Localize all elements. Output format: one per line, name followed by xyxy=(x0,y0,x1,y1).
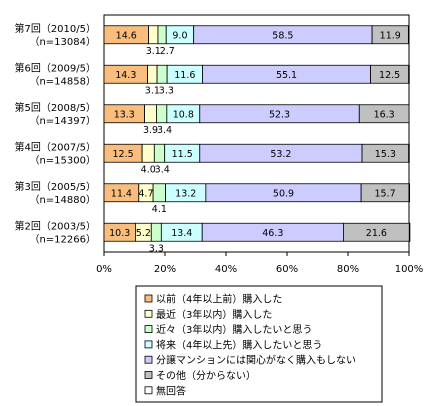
category-label: 第7回（2010/5） xyxy=(14,22,96,35)
data-label: 55.1 xyxy=(276,70,297,81)
bar-segment xyxy=(147,64,158,84)
data-label: 2.7 xyxy=(160,46,175,57)
bar-segment xyxy=(407,25,410,45)
category-sample-size: （n=12266） xyxy=(29,233,96,245)
legend-frame xyxy=(135,285,383,403)
data-label: 4.0 xyxy=(141,164,156,175)
legend-swatch xyxy=(144,294,153,303)
category-label: 第5回（2008/5） xyxy=(14,101,96,114)
data-label: 15.7 xyxy=(374,188,395,199)
data-label: 21.6 xyxy=(366,228,387,239)
data-label: 52.3 xyxy=(269,109,290,120)
x-tick-label: 40% xyxy=(215,264,237,275)
bar-segment xyxy=(148,25,159,45)
data-label: 13.4 xyxy=(171,228,192,239)
data-label: 3.4 xyxy=(157,125,172,136)
category-sample-size: （n=15300） xyxy=(29,154,96,166)
plot-frame xyxy=(103,14,410,253)
data-label: 14.3 xyxy=(115,70,136,81)
bar-segment xyxy=(156,104,168,124)
data-label: 3.4 xyxy=(155,164,170,175)
bar-segment xyxy=(408,183,411,203)
data-label: 3.1 xyxy=(145,85,160,96)
x-tick-label: 0% xyxy=(96,264,112,275)
data-label: 14.6 xyxy=(116,30,137,41)
legend-label: 以前（4年以上前）購入した xyxy=(156,293,282,306)
legend-label: 分譲マンションには関心がなく購入もしない xyxy=(156,354,356,367)
bar-segment xyxy=(141,143,155,163)
legend-label: 将来（4年以上先）購入したいと思う xyxy=(156,338,322,351)
data-label: 11.5 xyxy=(172,149,193,160)
legend-swatch xyxy=(144,371,153,379)
x-tick-label: 60% xyxy=(276,264,298,275)
data-label: 10.3 xyxy=(109,228,130,239)
data-label: 58.5 xyxy=(272,30,293,41)
data-label: 4.7 xyxy=(138,188,153,199)
data-label: 53.2 xyxy=(270,149,291,160)
x-tick-label: 20% xyxy=(154,264,176,275)
data-label: 10.8 xyxy=(173,109,194,120)
bar-segment xyxy=(408,143,410,163)
data-label: 15.3 xyxy=(375,149,396,160)
legend-swatch xyxy=(144,386,153,395)
bar-segment xyxy=(408,222,411,242)
bar-segment xyxy=(408,64,410,84)
data-label: 5.2 xyxy=(136,228,151,239)
legend-label: その他（分からない） xyxy=(156,369,256,382)
legend-label: 近々（3年以内）購入したいと思う xyxy=(156,323,312,336)
data-label: 3.3 xyxy=(159,85,174,96)
legend-label: 無回答 xyxy=(156,384,186,397)
legend-label: 最近（3年以内）購入した xyxy=(156,308,272,321)
legend: 以前（4年以上前）購入した最近（3年以内）購入した近々（3年以内）購入したいと思… xyxy=(135,285,383,403)
data-label: 11.4 xyxy=(111,188,132,199)
data-label: 46.3 xyxy=(262,228,283,239)
category-sample-size: （n=14397） xyxy=(29,115,96,127)
data-label: 13.3 xyxy=(114,109,135,120)
bar-segment xyxy=(144,104,157,124)
data-label: 12.5 xyxy=(379,70,400,81)
data-label: 4.1 xyxy=(152,204,167,215)
data-label: 16.3 xyxy=(374,109,395,120)
category-label: 第4回（2007/5） xyxy=(14,140,96,153)
data-label: 3.3 xyxy=(149,243,164,254)
bar-segment xyxy=(150,222,162,242)
legend-swatch xyxy=(144,340,153,349)
data-label: 3.1 xyxy=(146,46,161,57)
category-sample-size: （n=14880） xyxy=(29,194,96,206)
legend-swatch xyxy=(144,325,153,334)
category-label: 第6回（2009/5） xyxy=(14,61,96,74)
legend-swatch xyxy=(144,355,153,364)
x-tick-label: 100% xyxy=(395,264,424,275)
plot-area xyxy=(103,14,410,253)
legend-swatch xyxy=(144,309,153,318)
bars-layer: 14.6 9.0 58.5 11.93.12.714.3 11.6 55.1 12.53.1… xyxy=(103,25,411,254)
category-labels: 第7回（2010/5）（n=13084） 第6回（2009/5）（n=14858）… xyxy=(14,22,96,246)
bar-segment xyxy=(156,64,168,84)
category-label: 第3回（2005/5） xyxy=(14,180,96,193)
bar-segment xyxy=(157,25,167,45)
bar-segment xyxy=(152,183,167,203)
data-label: 11.9 xyxy=(380,30,401,41)
data-label: 13.2 xyxy=(175,188,196,199)
x-axis-ticks: 0% 20% 40% 60% 80% 100% xyxy=(96,252,423,275)
category-label: 第2回（2003/5） xyxy=(14,219,96,232)
data-label: 11.6 xyxy=(174,70,195,81)
data-label: 50.9 xyxy=(273,188,294,199)
bar-segment xyxy=(358,104,410,124)
bar-segment xyxy=(153,143,166,163)
data-label: 3.9 xyxy=(143,125,158,136)
category-sample-size: （n=14858） xyxy=(29,75,96,87)
x-tick-label: 80% xyxy=(337,264,359,275)
data-label: 9.0 xyxy=(172,30,187,41)
data-label: 12.5 xyxy=(112,149,133,160)
category-sample-size: （n=13084） xyxy=(29,36,96,48)
